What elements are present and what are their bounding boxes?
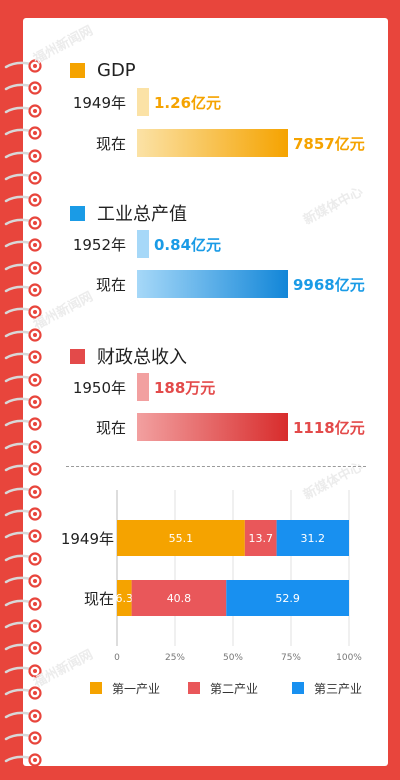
dashed-divider <box>66 466 366 467</box>
bar-row-label: 1950年 <box>72 379 126 397</box>
binding-ring <box>4 619 42 633</box>
binding-ring <box>4 753 42 767</box>
binding-ring <box>4 328 42 342</box>
binding-ring <box>4 305 42 319</box>
section-color-swatch <box>70 348 85 364</box>
bar-row-label: 1949年 <box>72 94 126 112</box>
binding-ring <box>4 260 42 275</box>
bar-value-label: 1.26亿元 <box>154 94 222 112</box>
bar-row-label: 现在 <box>95 419 126 437</box>
binding-ring <box>4 104 42 118</box>
bar-value-label: 9968亿元 <box>293 276 365 294</box>
section-title: 工业总产值 <box>97 204 187 225</box>
section-title: 财政总收入 <box>97 347 187 368</box>
comparison-bar <box>137 129 288 157</box>
bar-row-label: 现在 <box>95 276 126 294</box>
section-header: GDP <box>70 60 136 81</box>
binding-ring <box>4 238 42 252</box>
binding-ring <box>4 59 42 73</box>
binding-ring <box>4 552 42 566</box>
binding-ring <box>4 395 42 409</box>
binding-ring <box>4 596 42 611</box>
binding-ring <box>4 171 42 185</box>
binding-ring <box>4 574 42 588</box>
binding-ring <box>4 126 42 140</box>
comparison-bar <box>137 413 288 441</box>
bar-value-label: 188万元 <box>154 379 216 397</box>
comparison-bar <box>137 230 149 258</box>
binding-ring <box>4 372 42 387</box>
binding-ring <box>4 641 42 655</box>
section-title: GDP <box>97 60 136 81</box>
binding-ring <box>4 507 42 521</box>
binding-ring <box>4 440 42 454</box>
binding-ring <box>4 462 42 476</box>
binding-ring <box>4 193 42 207</box>
bar-value-label: 0.84亿元 <box>154 236 222 254</box>
binding-ring <box>4 484 42 499</box>
section-color-swatch <box>70 205 85 221</box>
binding-ring <box>4 664 42 678</box>
binding-ring <box>4 216 42 230</box>
bar-value-label: 1118亿元 <box>293 419 365 437</box>
binding-ring <box>4 283 42 297</box>
bar-row-label: 现在 <box>95 135 126 153</box>
binding-ring <box>4 731 42 745</box>
binding-ring <box>4 686 42 700</box>
binding-ring <box>4 417 42 431</box>
comparison-bar <box>137 88 149 116</box>
bar-row-label: 1952年 <box>72 236 126 254</box>
comparison-bar <box>137 270 288 298</box>
section-header: 工业总产值 <box>70 200 187 226</box>
bar-value-label: 7857亿元 <box>293 135 365 153</box>
binding-ring <box>4 529 42 543</box>
binding-ring <box>4 148 42 163</box>
binding-ring <box>4 350 42 364</box>
section-color-swatch <box>70 63 85 78</box>
binding-ring <box>4 81 42 95</box>
comparison-bar <box>137 373 149 401</box>
section-header: 财政总收入 <box>70 343 187 369</box>
binding-ring <box>4 708 42 723</box>
